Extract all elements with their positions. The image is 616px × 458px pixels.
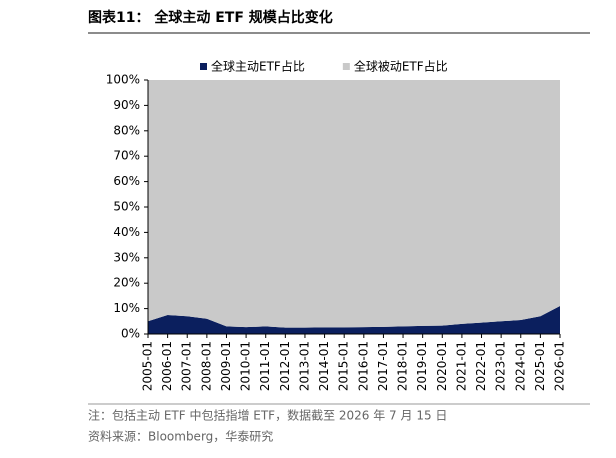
legend-swatch — [342, 63, 350, 70]
x-tick-label: 2026-01 — [553, 341, 567, 391]
y-tick-label: 0% — [121, 327, 140, 341]
x-tick-label: 2006-01 — [160, 341, 174, 391]
x-tick-label: 2014-01 — [317, 341, 331, 391]
x-tick-label: 2015-01 — [337, 341, 351, 391]
x-tick-label: 2010-01 — [239, 341, 253, 391]
chart-title: 图表11： 全球主动 ETF 规模占比变化 — [88, 9, 333, 26]
x-tick-label: 2020-01 — [435, 341, 449, 391]
x-tick-label: 2009-01 — [219, 341, 233, 391]
y-tick-label: 40% — [113, 225, 140, 239]
x-tick-label: 2019-01 — [415, 341, 429, 391]
x-tick-label: 2018-01 — [396, 341, 410, 391]
legend-swatch — [200, 63, 207, 70]
x-tick-label: 2023-01 — [494, 341, 508, 391]
y-tick-label: 100% — [106, 73, 140, 87]
x-tick-label: 2017-01 — [376, 341, 390, 391]
x-tick-label: 2008-01 — [199, 341, 213, 391]
y-tick-label: 50% — [113, 200, 140, 214]
y-tick-label: 80% — [113, 123, 140, 137]
area — [148, 80, 560, 328]
x-tick-label: 2005-01 — [141, 341, 155, 391]
y-tick-label: 60% — [113, 174, 140, 188]
source: 资料来源：Bloomberg，华泰研究 — [88, 429, 273, 444]
x-tick-label: 2021-01 — [454, 341, 468, 391]
x-tick-label: 2016-01 — [356, 341, 370, 391]
area — [148, 306, 560, 334]
x-tick-label: 2025-01 — [533, 341, 547, 391]
y-tick-label: 90% — [113, 98, 140, 112]
y-tick-label: 10% — [113, 301, 140, 315]
x-tick-label: 2012-01 — [278, 341, 292, 391]
note: 注：包括主动 ETF 中包括指增 ETF，数据截至 2026 年 7 月 15 … — [88, 408, 447, 423]
x-tick-label: 2024-01 — [513, 341, 527, 391]
x-tick-label: 2007-01 — [180, 341, 194, 391]
x-tick-label: 2022-01 — [474, 341, 488, 391]
x-tick-label: 2013-01 — [297, 341, 311, 391]
x-tick-label: 2011-01 — [258, 341, 272, 391]
y-tick-label: 30% — [113, 250, 140, 264]
legend-label: 全球主动ETF占比 — [211, 59, 305, 74]
y-tick-label: 70% — [113, 149, 140, 163]
legend-label: 全球被动ETF占比 — [354, 59, 448, 74]
y-tick-label: 20% — [113, 276, 140, 290]
